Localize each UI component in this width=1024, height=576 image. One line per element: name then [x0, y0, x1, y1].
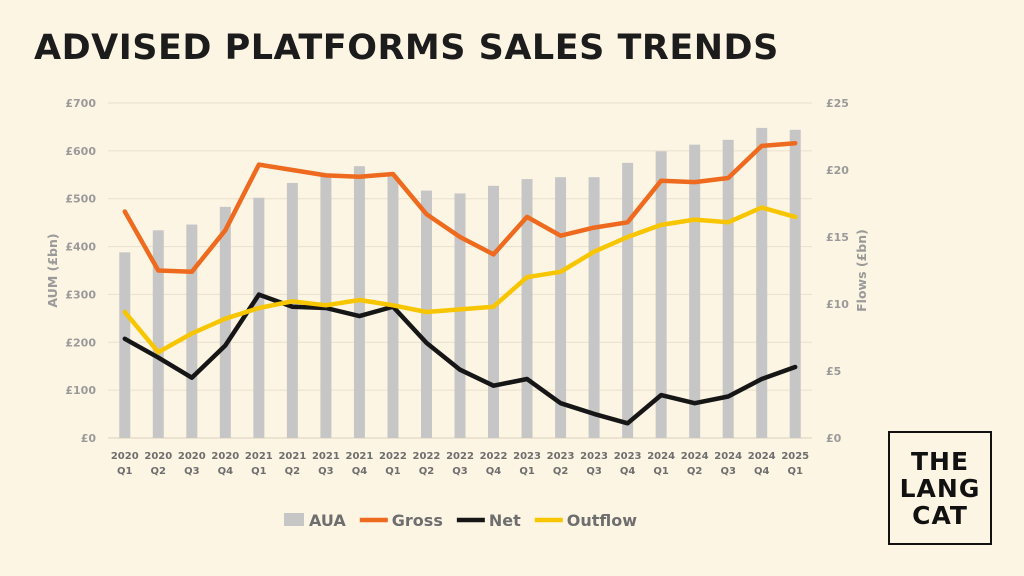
right-axis-title: Flows (£bn) [854, 229, 869, 312]
flow-lines [122, 140, 798, 426]
aua-bar [119, 252, 131, 438]
x-tick-quarter: Q1 [385, 466, 401, 477]
logo-line: LANG [899, 473, 981, 503]
left-tick-label: £100 [65, 384, 96, 397]
right-tick-label: £0 [826, 432, 842, 445]
aua-bar [488, 185, 500, 438]
x-tick-quarter: Q2 [687, 466, 703, 477]
x-tick-quarter: Q3 [586, 466, 602, 477]
legend: AUA Gross Net Outflow [284, 511, 637, 530]
aua-bar [722, 139, 734, 438]
x-tick-year: 2023 [513, 451, 541, 462]
x-tick-year: 2021 [346, 451, 374, 462]
right-tick-label: £20 [826, 164, 849, 177]
x-tick-quarter: Q4 [486, 466, 502, 477]
left-tick-label: £0 [81, 432, 97, 445]
aua-bar [152, 230, 164, 438]
aua-bar [286, 182, 298, 438]
aua-bar [420, 190, 432, 438]
x-tick-quarter: Q4 [754, 466, 770, 477]
left-tick-label: £300 [65, 288, 96, 301]
x-tick-year: 2024 [681, 451, 709, 462]
axes: £0 £100 £200 £300 £400 £500 £600 £700 £0 £5 £10 £15… [45, 97, 869, 477]
x-tick-year: 2020 [178, 451, 206, 462]
left-tick-label: £700 [65, 97, 96, 110]
x-tick-year: 2022 [446, 451, 474, 462]
x-tick-quarter: Q4 [352, 466, 368, 477]
x-tick-year: 2024 [647, 451, 675, 462]
aua-bar [588, 177, 600, 438]
aua-bar [454, 193, 466, 438]
x-tick-quarter: Q4 [218, 466, 234, 477]
aua-bar [253, 197, 265, 438]
x-tick-quarter: Q1 [788, 466, 804, 477]
x-tick-quarter: Q3 [720, 466, 736, 477]
aua-bar [219, 206, 231, 438]
x-tick-year: 2024 [748, 451, 776, 462]
aua-bar [655, 151, 667, 439]
right-tick-label: £15 [826, 231, 849, 244]
legend-swatch-aua [284, 513, 304, 526]
the-lang-cat-logo: THE LANG CAT [888, 431, 992, 545]
aua-bar [521, 179, 533, 439]
right-tick-label: £10 [826, 298, 849, 311]
x-tick-year: 2023 [547, 451, 575, 462]
aua-bar [756, 127, 768, 438]
x-tick-quarter: Q1 [251, 466, 267, 477]
legend-label-aua: AUA [309, 511, 346, 530]
x-tick-year: 2020 [144, 451, 172, 462]
aua-bar [622, 162, 634, 439]
x-tick-quarter: Q4 [620, 466, 636, 477]
x-tick-year: 2024 [714, 451, 742, 462]
x-tick-quarter: Q2 [553, 466, 569, 477]
x-tick-quarter: Q2 [285, 466, 301, 477]
x-tick-year: 2023 [614, 451, 642, 462]
x-tick-quarter: Q2 [419, 466, 435, 477]
x-tick-year: 2020 [111, 451, 139, 462]
x-tick-quarter: Q2 [151, 466, 167, 477]
logo-line: CAT [912, 500, 968, 530]
legend-label-net: Net [489, 511, 521, 530]
left-tick-label: £200 [65, 336, 96, 349]
aua-bars [119, 127, 801, 439]
legend-label-gross: Gross [392, 511, 443, 530]
x-tick-year: 2021 [312, 451, 340, 462]
outflow-line [122, 205, 798, 355]
right-tick-label: £25 [826, 97, 849, 110]
x-tick-quarter: Q1 [117, 466, 133, 477]
aua-bar [689, 144, 701, 438]
x-tick-year: 2025 [781, 451, 809, 462]
left-tick-label: £400 [65, 241, 96, 254]
right-tick-label: £5 [826, 365, 841, 378]
x-tick-year: 2022 [379, 451, 407, 462]
net-line [122, 292, 798, 426]
x-tick-quarter: Q3 [452, 466, 468, 477]
left-tick-label: £600 [65, 145, 96, 158]
x-tick-quarter: Q3 [318, 466, 334, 477]
x-tick-year: 2022 [413, 451, 441, 462]
logo-line: THE [910, 446, 970, 476]
x-tick-year: 2021 [245, 451, 273, 462]
left-tick-label: £500 [65, 193, 96, 206]
aua-bar [789, 129, 801, 439]
chart-title: ADVISED PLATFORMS SALES TRENDS [34, 28, 779, 68]
x-tick-year: 2023 [580, 451, 608, 462]
x-tick-quarter: Q3 [184, 466, 200, 477]
x-tick-year: 2022 [480, 451, 508, 462]
x-tick-quarter: Q1 [653, 466, 669, 477]
left-axis-title: AUM (£bn) [45, 233, 60, 307]
x-tick-year: 2021 [278, 451, 306, 462]
gross-line [122, 140, 798, 275]
aua-bar [555, 177, 567, 438]
legend-label-outflow: Outflow [567, 511, 637, 530]
x-tick-year: 2020 [211, 451, 239, 462]
x-tick-quarter: Q1 [519, 466, 535, 477]
